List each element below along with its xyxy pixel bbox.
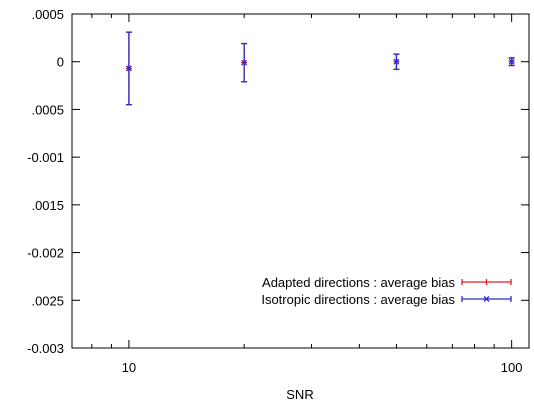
y-tick-label: .0025 <box>31 293 64 308</box>
data-point <box>508 58 515 65</box>
data-point <box>125 65 132 72</box>
y-axis: .0005 0 .0005 -0.001 .0015 -0.002 .0025 -0.003 <box>27 7 529 356</box>
legend-label: Adapted directions : average bias <box>262 275 455 290</box>
data-point <box>393 58 400 65</box>
legend: Adapted directions : average bias Isotrop… <box>261 275 512 307</box>
y-tick-label: -0.001 <box>27 150 64 165</box>
x-axis: 10 100 <box>91 14 523 375</box>
y-tick-label: -0.002 <box>27 246 64 261</box>
legend-marker <box>483 296 490 302</box>
x-tick-label: 100 <box>501 360 523 375</box>
series-layer <box>125 31 515 106</box>
plot-frame <box>71 13 530 349</box>
y-tick-label: .0005 <box>31 7 64 22</box>
y-tick-label: .0015 <box>31 198 64 213</box>
data-point <box>241 59 248 66</box>
y-tick-label: .0005 <box>31 102 64 117</box>
x-axis-label: SNR <box>286 387 313 402</box>
y-tick-label: -0.003 <box>27 341 64 356</box>
x-tick-label: 10 <box>122 360 136 375</box>
legend-label: Isotropic directions : average bias <box>261 292 455 307</box>
series-2 <box>125 31 515 106</box>
series-1 <box>125 31 515 106</box>
y-tick-label: 0 <box>57 55 64 70</box>
